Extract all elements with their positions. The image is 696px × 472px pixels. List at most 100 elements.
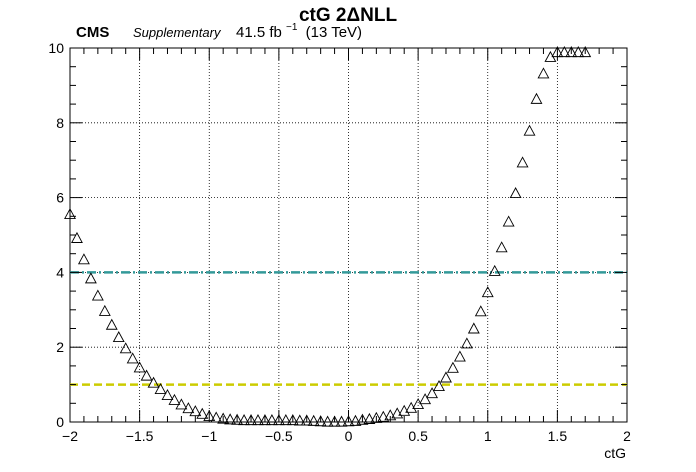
scan-point [446, 361, 459, 373]
scan-point [217, 412, 230, 424]
y-tick-label: 2 [56, 339, 64, 355]
status-label: Supplementary [133, 25, 222, 40]
scan-point [530, 92, 543, 104]
x-tick-label: 1.5 [548, 428, 568, 444]
scan-point [384, 409, 397, 421]
scan-point [335, 415, 348, 427]
tick-labels: −2 −1.5 −1 −0.5 0 0.5 1 1.5 2 0 2 4 6 8 10 [48, 40, 631, 444]
y-tick-label: 4 [56, 264, 64, 280]
scan-point [433, 380, 445, 392]
scan-point [154, 383, 167, 395]
scan-point [182, 402, 195, 414]
scan-point [523, 124, 536, 136]
scan-point [112, 331, 125, 343]
scan-point [488, 264, 501, 276]
scan-point [224, 413, 237, 425]
scan-point [370, 411, 383, 423]
x-tick-label: 0 [345, 428, 353, 444]
chart-title: ctG 2ΔNLL [299, 5, 398, 26]
axis-ticks [69, 47, 628, 423]
scan-point [293, 414, 306, 426]
scan-point [98, 304, 111, 316]
scan-markers [64, 46, 592, 427]
scan-point [314, 415, 327, 427]
x-tick-label: −1.5 [126, 428, 154, 444]
scan-point [349, 414, 362, 426]
scan-point [481, 286, 494, 298]
scan-point [502, 215, 515, 227]
scan-point [356, 413, 369, 425]
scan-point [495, 241, 508, 253]
x-tick-label: 0.5 [408, 428, 428, 444]
scan-point [363, 412, 376, 424]
scan-point [307, 414, 320, 426]
scan-point [440, 371, 452, 383]
scan-point [231, 413, 244, 425]
reference-lines [70, 271, 627, 386]
scan-point [168, 393, 181, 405]
scan-point [558, 46, 571, 58]
scan-point [342, 415, 355, 427]
y-tick-label: 8 [56, 115, 64, 131]
scan-point [405, 401, 418, 413]
x-tick-label: 1 [484, 428, 492, 444]
y-tick-label: 6 [56, 190, 64, 206]
y-tick-label: 10 [48, 40, 64, 56]
scan-point [265, 414, 278, 426]
scan-point [105, 318, 118, 330]
scan-point [203, 409, 216, 421]
scan-point [64, 207, 76, 220]
scan-point [572, 46, 585, 58]
x-tick-label: −1 [201, 428, 217, 444]
scan-point [126, 352, 139, 364]
scan-point [453, 350, 466, 362]
scan-point [426, 387, 439, 399]
scan-point [321, 415, 334, 427]
scan-point [258, 414, 271, 426]
scan-point [252, 414, 264, 426]
scan-point [551, 46, 564, 58]
scan-point [579, 46, 592, 58]
scan-point [238, 414, 251, 426]
y-tick-label: 0 [56, 414, 64, 430]
scan-point [140, 369, 153, 381]
lumi-label: 41.5 fb −1 (13 TeV) [236, 17, 362, 41]
grid-lines [70, 48, 627, 422]
scan-point [460, 337, 473, 349]
x-axis-label: ctG [604, 445, 626, 461]
scan-point [509, 187, 522, 199]
scan-point [245, 414, 257, 426]
scan-point [196, 407, 209, 419]
scan-point [272, 414, 285, 426]
scan-point [189, 405, 202, 417]
scan-point [300, 414, 313, 426]
x-tick-label: 2 [623, 428, 631, 444]
scan-point [91, 289, 104, 301]
scan-point [419, 393, 432, 405]
scan-point [565, 46, 578, 58]
experiment-label: CMS [76, 24, 109, 41]
x-tick-label: −0.5 [265, 428, 293, 444]
scan-point [133, 361, 146, 373]
scan-point [119, 342, 132, 354]
lumi-value: 41.5 fb [236, 24, 282, 41]
scan-point [210, 411, 223, 423]
scan-point [77, 253, 90, 265]
scan-point [279, 414, 292, 426]
scan-point [516, 156, 529, 168]
scan-point [467, 322, 480, 334]
x-tick-label: −2 [62, 428, 78, 444]
scan-point [147, 376, 160, 388]
lumi-exponent: −1 [286, 22, 298, 33]
scan-point [328, 415, 341, 427]
scan-point [71, 231, 83, 243]
scan-point [537, 67, 550, 79]
scan-point [377, 410, 390, 422]
scan-point [286, 414, 299, 426]
scan-point [175, 398, 188, 410]
scan-point [84, 272, 97, 284]
scan-point [161, 388, 174, 401]
energy-label: (13 TeV) [306, 24, 362, 41]
scan-point [474, 305, 487, 317]
